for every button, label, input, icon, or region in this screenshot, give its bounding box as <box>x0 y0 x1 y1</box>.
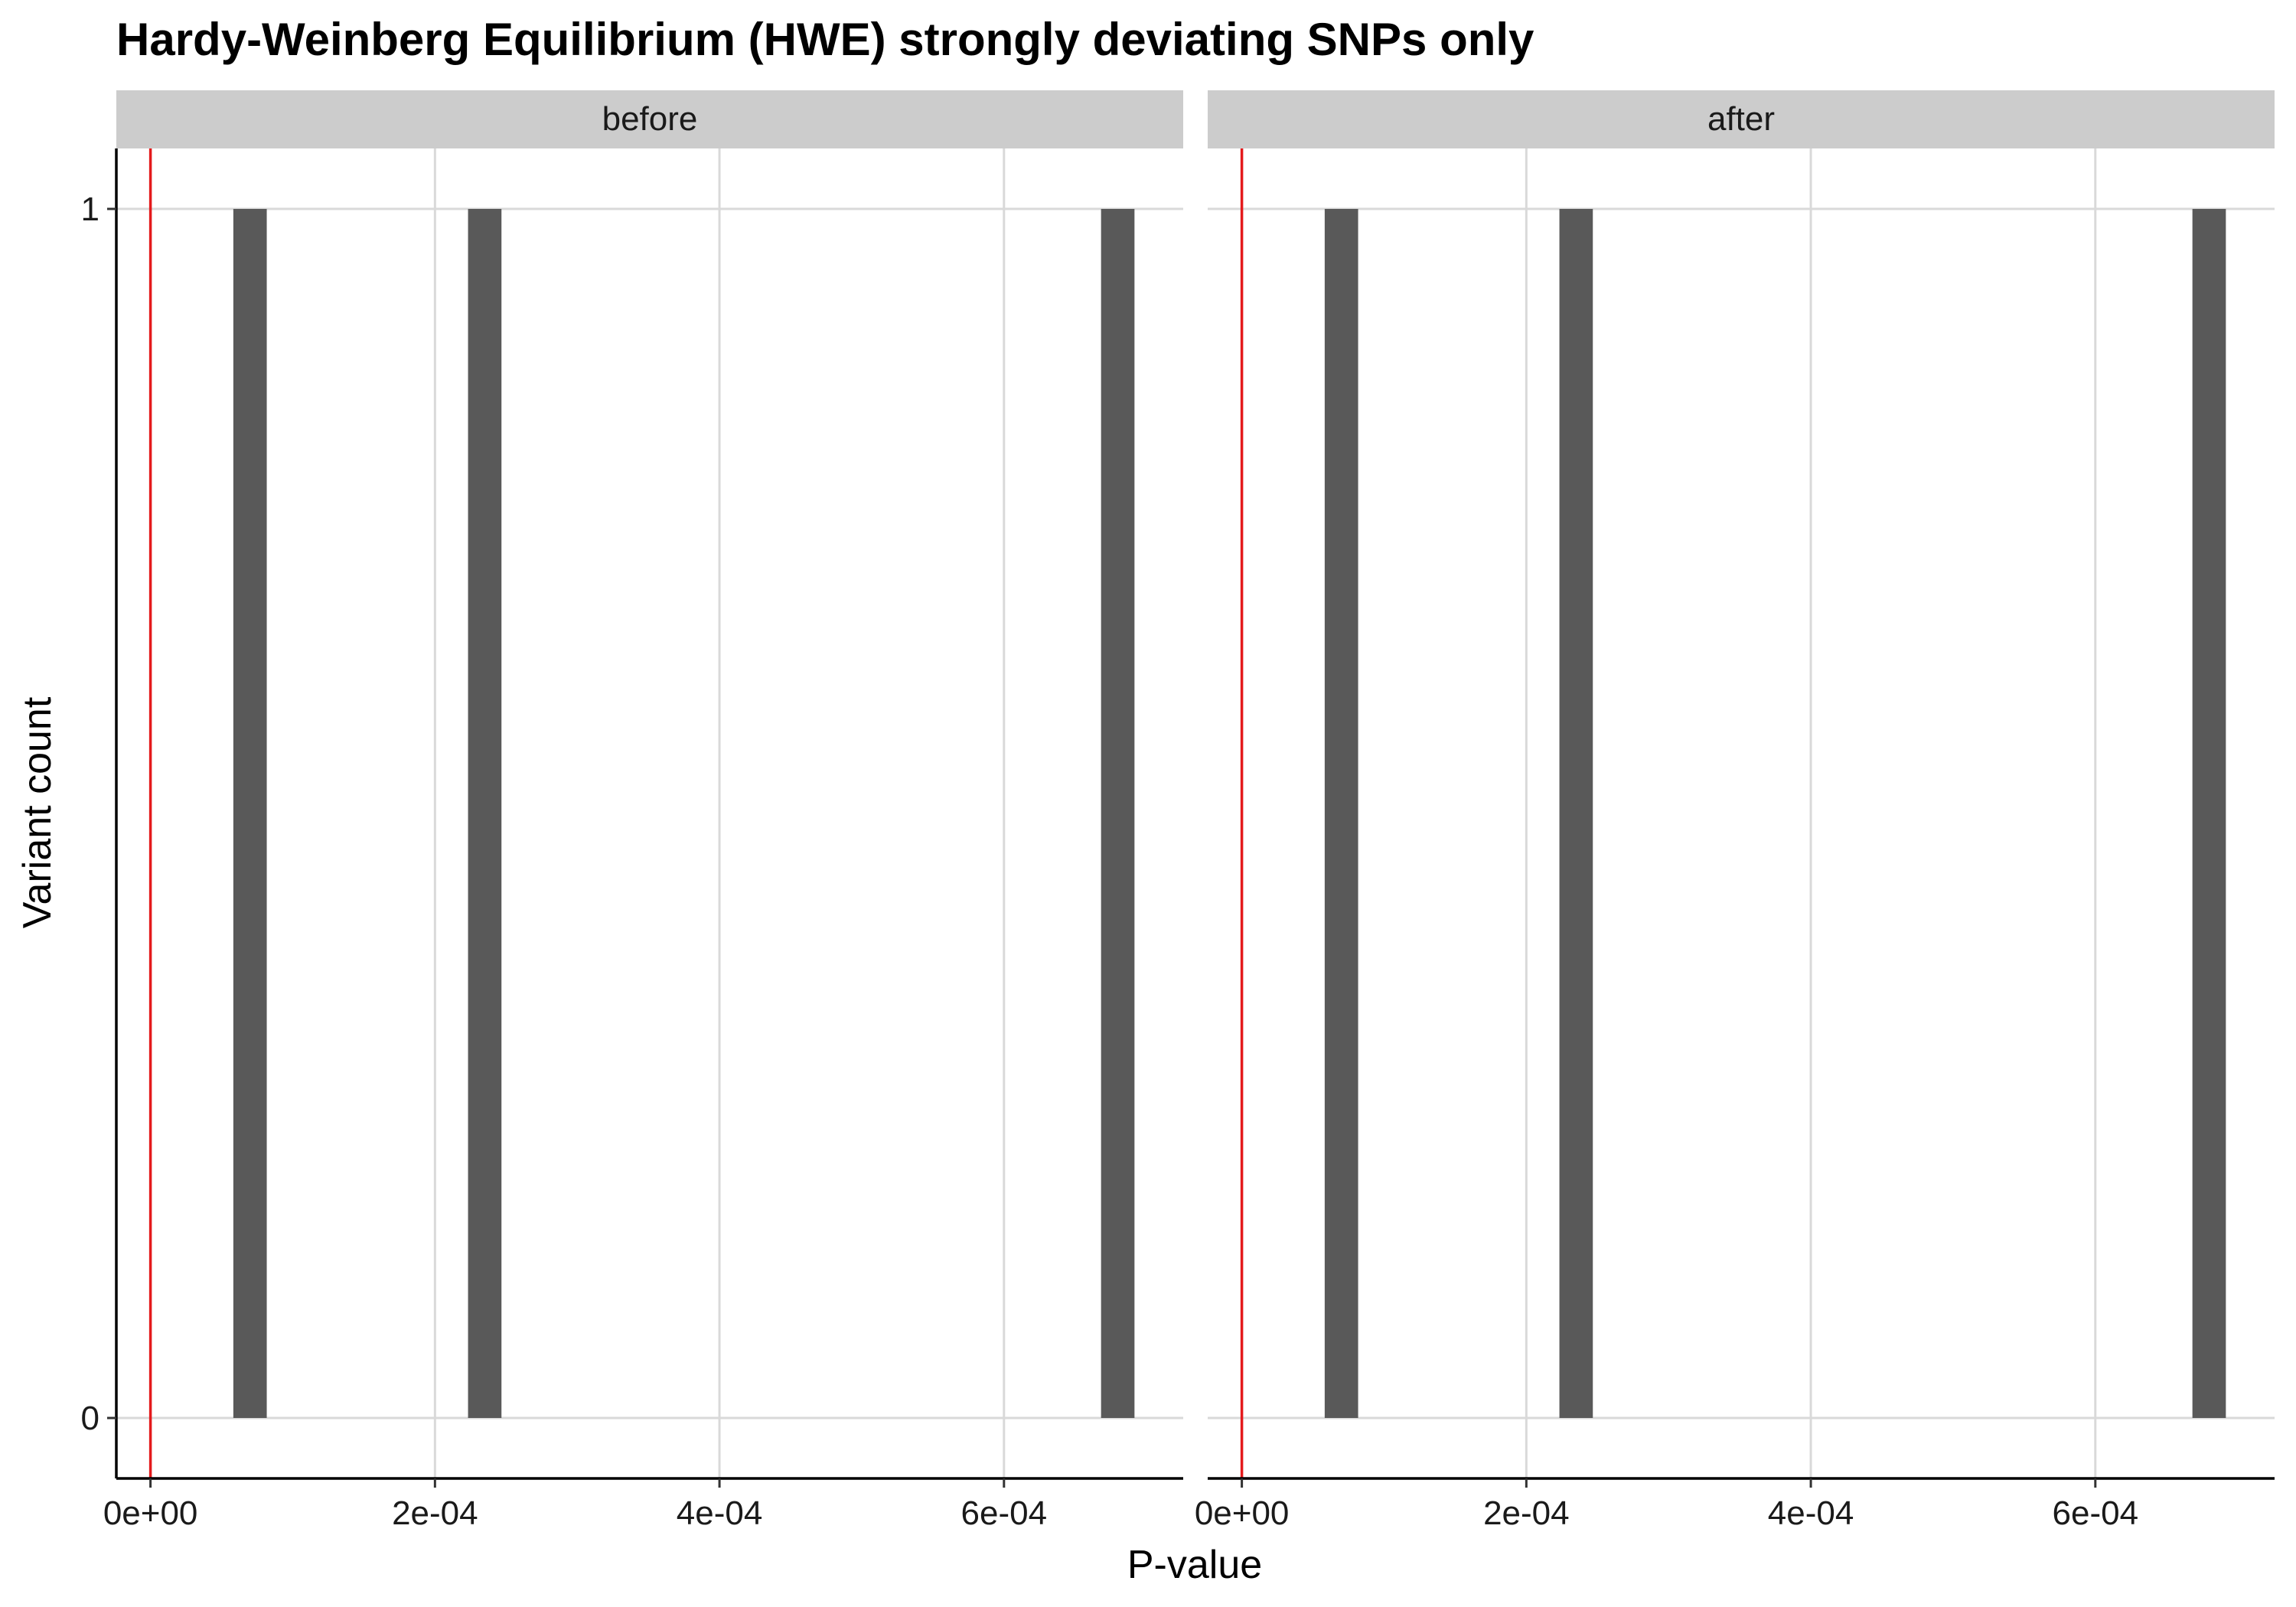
facet-panel-after: after 0e+00 2e-04 4e-04 6e-04 <box>1195 90 2275 1532</box>
x-tick-label: 0e+00 <box>1195 1495 1290 1532</box>
x-axis-title: P-value <box>1127 1543 1262 1587</box>
y-tick-label: 0 <box>81 1400 99 1437</box>
chart-title: Hardy-Weinberg Equilibrium (HWE) strongl… <box>116 14 1534 65</box>
x-tick-label: 0e+00 <box>103 1495 198 1532</box>
histogram-bar <box>1101 209 1135 1418</box>
x-tick-label: 2e-04 <box>392 1495 478 1532</box>
x-tick-label: 6e-04 <box>961 1495 1048 1532</box>
histogram-bar <box>1559 209 1593 1418</box>
facet-strip-label: after <box>1707 100 1775 138</box>
x-tick-label: 6e-04 <box>2053 1495 2139 1532</box>
x-tick-label: 2e-04 <box>1483 1495 1570 1532</box>
y-axis-title: Variant count <box>15 696 60 928</box>
facet-panels: before 0 1 0e+00 2e-04 4e-04 6e-04 after 0e+00 2e… <box>81 90 2275 1532</box>
y-tick-label: 1 <box>81 191 99 228</box>
facet-strip <box>1208 90 2275 148</box>
histogram-bar <box>468 209 502 1418</box>
histogram-bar <box>233 209 267 1418</box>
histogram-bar <box>2192 209 2226 1418</box>
x-tick-label: 4e-04 <box>1768 1495 1854 1532</box>
facet-strip-label: before <box>602 100 698 138</box>
facet-panel-before: before 0 1 0e+00 2e-04 4e-04 6e-04 <box>81 90 1183 1532</box>
histogram-bar <box>1324 209 1358 1418</box>
facet-strip <box>116 90 1183 148</box>
x-tick-label: 4e-04 <box>677 1495 763 1532</box>
